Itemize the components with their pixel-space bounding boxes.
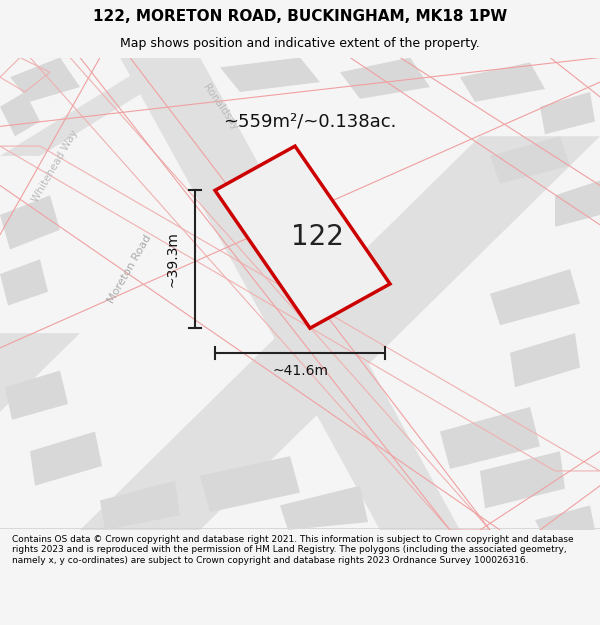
Text: Moreton Road: Moreton Road	[106, 233, 154, 305]
Polygon shape	[460, 62, 545, 102]
Text: 122, MORETON ROAD, BUCKINGHAM, MK18 1PW: 122, MORETON ROAD, BUCKINGHAM, MK18 1PW	[93, 9, 507, 24]
Polygon shape	[220, 58, 320, 92]
Polygon shape	[100, 481, 180, 530]
Polygon shape	[480, 451, 565, 508]
Polygon shape	[0, 195, 60, 249]
Text: ~559m²/~0.138ac.: ~559m²/~0.138ac.	[223, 112, 397, 131]
Polygon shape	[0, 333, 80, 412]
Polygon shape	[0, 58, 200, 156]
Polygon shape	[280, 486, 368, 530]
Text: Map shows position and indicative extent of the property.: Map shows position and indicative extent…	[120, 37, 480, 49]
Text: 122: 122	[291, 223, 344, 251]
Polygon shape	[510, 333, 580, 388]
Polygon shape	[5, 371, 68, 420]
Polygon shape	[120, 58, 460, 530]
Polygon shape	[30, 431, 102, 486]
Polygon shape	[555, 181, 600, 227]
Polygon shape	[340, 58, 430, 99]
Polygon shape	[215, 146, 390, 328]
Text: Whitehead Way: Whitehead Way	[30, 128, 80, 204]
Polygon shape	[80, 136, 600, 530]
Text: ~41.6m: ~41.6m	[272, 364, 328, 378]
Polygon shape	[440, 407, 540, 469]
Text: Contains OS data © Crown copyright and database right 2021. This information is : Contains OS data © Crown copyright and d…	[12, 535, 574, 564]
Polygon shape	[535, 506, 595, 530]
Polygon shape	[490, 136, 570, 184]
Polygon shape	[540, 92, 595, 134]
Polygon shape	[0, 259, 48, 306]
Polygon shape	[10, 58, 80, 102]
Polygon shape	[200, 456, 300, 512]
Text: Ronaldsay: Ronaldsay	[200, 82, 239, 131]
Polygon shape	[490, 269, 580, 325]
Text: ~39.3m: ~39.3m	[166, 231, 180, 288]
Polygon shape	[0, 92, 40, 136]
